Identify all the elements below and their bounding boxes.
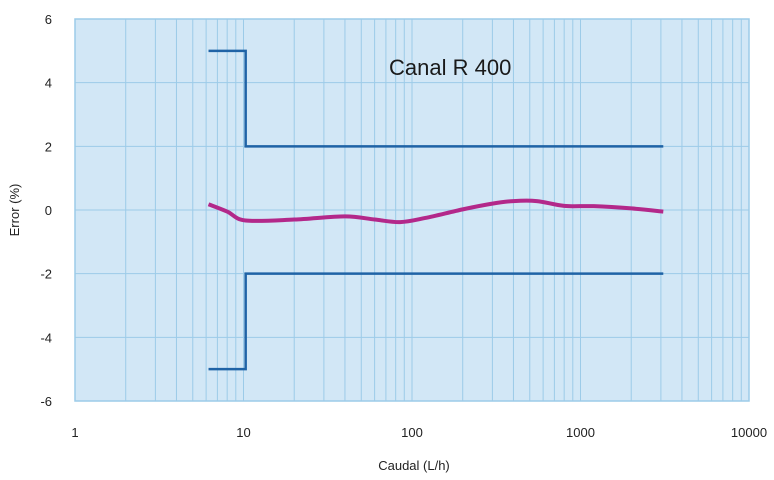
measured-error-line [207, 198, 664, 225]
y-tick-label: -2 [40, 267, 52, 282]
y-tick-label: 2 [45, 139, 52, 154]
x-tick-label: 10000 [731, 425, 767, 440]
x-tick-labels: 1 10 100 1000 10000 [71, 425, 767, 440]
x-tick-label: 10 [236, 425, 250, 440]
y-tick-label: 0 [45, 203, 52, 218]
chart-title: Canal R 400 [389, 55, 511, 80]
y-tick-labels: -6 -4 -2 0 2 4 6 [40, 12, 52, 409]
x-axis-title: Caudal (L/h) [378, 458, 450, 473]
series-layer [207, 49, 664, 371]
x-tick-label: 1000 [566, 425, 595, 440]
upper-limit-line [208, 49, 664, 148]
plot-frame [74, 18, 750, 402]
x-tick-label: 1 [71, 425, 78, 440]
y-tick-label: -4 [40, 330, 52, 345]
y-tick-label: 4 [45, 76, 52, 91]
y-tick-label: 6 [45, 12, 52, 27]
lower-limit-line [208, 272, 664, 371]
x-tick-label: 100 [401, 425, 423, 440]
y-axis-title: Error (%) [7, 184, 22, 237]
y-tick-label: -6 [40, 394, 52, 409]
